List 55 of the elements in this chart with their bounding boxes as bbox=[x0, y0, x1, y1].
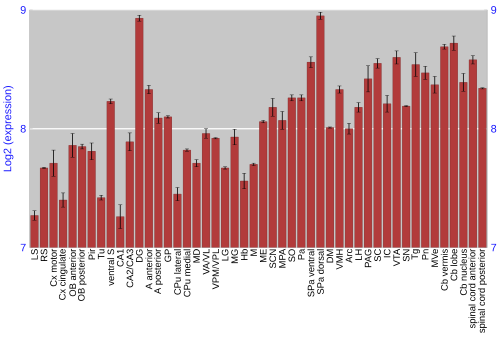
x-tick-label: CPu medial bbox=[184, 250, 190, 297]
x-tick-label: Cx cingulate bbox=[58, 249, 68, 300]
x-tick-label: MD bbox=[193, 249, 200, 263]
x-tick-label: SPa dorsal bbox=[316, 250, 324, 294]
x-tick-label: Pir bbox=[88, 249, 96, 260]
x-tick-label: SN bbox=[402, 250, 410, 262]
y-tick-label: 7 bbox=[20, 244, 26, 252]
y2-tick-label: 9 bbox=[491, 6, 496, 14]
x-tick-label: LG bbox=[222, 250, 228, 261]
x-tick-label: MVe bbox=[431, 249, 438, 267]
x-tick-label: A posterior bbox=[154, 249, 163, 294]
x-tick-label: VA/VL bbox=[202, 249, 210, 275]
x-tick-label: LH bbox=[355, 250, 362, 260]
x-tick-label: Cb lobe bbox=[450, 249, 458, 281]
x-tick-label: Cb nucleus bbox=[460, 249, 467, 296]
x-tick-label: CA2/CA3 bbox=[126, 249, 134, 288]
x-tick-label: Pa bbox=[298, 248, 305, 260]
x-tick-label: Cb vermis bbox=[440, 249, 448, 291]
x-tick-label: ventral S bbox=[107, 249, 114, 286]
x-tick-label: spinal cord posterior bbox=[478, 249, 487, 334]
x-tick-label: DM bbox=[326, 250, 334, 263]
y-tick-label: 8 bbox=[20, 125, 26, 133]
x-tick-label: RS bbox=[40, 249, 48, 262]
x-tick-label: SPa ventral bbox=[307, 250, 314, 297]
x-tick-label: Hb bbox=[240, 249, 248, 260]
x-tick-label: OB anterior bbox=[69, 249, 76, 296]
x-tick-label: VTA bbox=[393, 248, 400, 266]
x-tick-label: Tu bbox=[98, 250, 104, 260]
x-tick-label: DG bbox=[136, 250, 143, 262]
x-tick-label: CPu lateral bbox=[174, 250, 181, 295]
x-tick-label: MG bbox=[231, 250, 238, 264]
y2-tick-label: 8 bbox=[491, 125, 496, 133]
x-tick-label: CA1 bbox=[116, 249, 124, 267]
x-tick-label: OB posterior bbox=[78, 249, 86, 302]
x-tick-label: A anterior bbox=[145, 249, 152, 290]
x-tick-label: Tg bbox=[412, 250, 420, 260]
x-tick-label: M bbox=[250, 250, 257, 256]
x-tick-label: LS bbox=[31, 249, 38, 260]
x-tick-label: Cx motor bbox=[50, 249, 57, 286]
x-tick-label: MPA bbox=[279, 248, 286, 268]
y-tick-label: 9 bbox=[20, 6, 26, 14]
x-tick-label: ME bbox=[260, 249, 266, 262]
x-tick-label: VMH bbox=[336, 250, 343, 270]
x-tick-label: spinal cord anterior bbox=[468, 249, 478, 328]
x-tick-label: SO bbox=[288, 249, 296, 262]
y-axis-title: Log2 (expression) bbox=[3, 86, 14, 172]
y2-tick-label: 7 bbox=[491, 244, 496, 252]
x-tick-label: Arc bbox=[346, 249, 352, 263]
x-tick-label: IC bbox=[384, 249, 390, 258]
x-tick-label: VPM/VPL bbox=[212, 249, 219, 290]
x-tick-label: SC bbox=[374, 249, 381, 262]
x-tick-label: GP bbox=[164, 249, 172, 262]
x-tick-label: PAG bbox=[364, 250, 372, 268]
x-tick-label: Pn bbox=[422, 250, 428, 260]
x-tick-label: SCN bbox=[269, 250, 276, 268]
